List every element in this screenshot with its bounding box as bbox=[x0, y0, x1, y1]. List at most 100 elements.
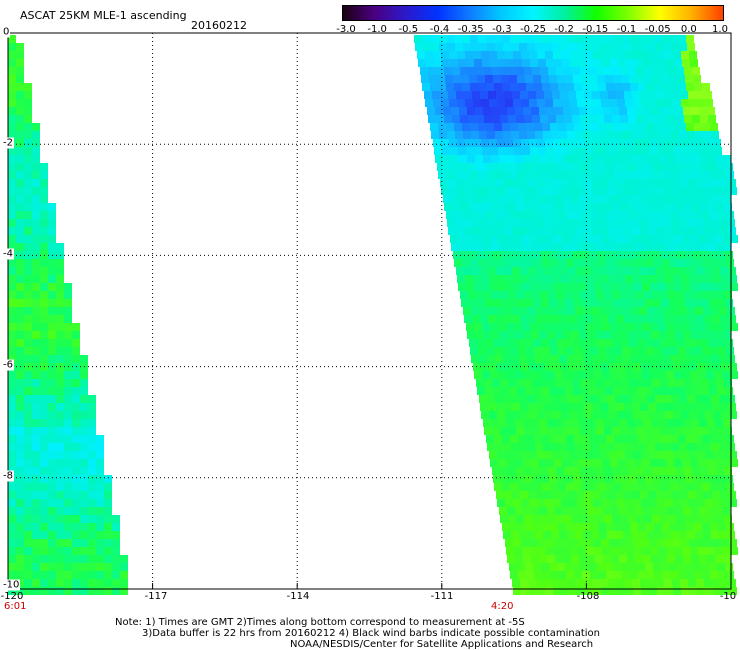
swath-cell bbox=[502, 211, 510, 219]
swath-cell bbox=[642, 147, 650, 155]
swath-cell bbox=[88, 395, 96, 403]
swath-cell bbox=[558, 483, 566, 491]
swath-cell bbox=[715, 555, 723, 563]
swath-cell bbox=[463, 43, 471, 51]
swath-cell bbox=[569, 51, 577, 59]
swath-cell bbox=[458, 147, 466, 155]
swath-cell bbox=[449, 99, 457, 107]
swath-cell bbox=[576, 491, 584, 499]
swath-cell bbox=[617, 275, 625, 283]
swath-cell bbox=[24, 99, 32, 107]
swath-cell bbox=[644, 67, 652, 75]
swath-cell bbox=[476, 379, 484, 387]
swath-cell bbox=[692, 115, 700, 123]
swath-cell bbox=[624, 315, 632, 323]
swath-cell bbox=[649, 139, 657, 147]
swath-cell bbox=[64, 403, 72, 411]
swath-cell bbox=[639, 443, 647, 451]
swath-cell bbox=[520, 91, 528, 99]
swath-cell bbox=[655, 355, 663, 363]
swath-cell bbox=[649, 499, 657, 507]
swath-cell bbox=[615, 307, 623, 315]
swath-cell bbox=[454, 35, 462, 43]
swath-cell bbox=[541, 387, 549, 395]
swath-cell bbox=[72, 563, 80, 571]
swath-cell bbox=[666, 283, 674, 291]
swath-cell bbox=[630, 35, 638, 43]
swath-cell bbox=[518, 571, 526, 579]
swath-cell bbox=[685, 75, 693, 83]
swath-cell bbox=[552, 91, 560, 99]
swath-cell bbox=[697, 411, 705, 419]
swath-cell bbox=[40, 523, 48, 531]
swath-cell bbox=[72, 491, 80, 499]
swath-cell bbox=[659, 507, 667, 515]
swath-cell bbox=[572, 115, 580, 123]
swath-cell bbox=[513, 99, 521, 107]
swath-cell bbox=[482, 147, 490, 155]
colorbar-tick-label: -0.35 bbox=[457, 24, 484, 35]
swath-cell bbox=[32, 435, 40, 443]
swath-cell bbox=[698, 235, 706, 243]
swath-cell bbox=[703, 443, 711, 451]
swath-cell bbox=[658, 547, 666, 555]
swath-cell bbox=[591, 531, 599, 539]
swath-cell bbox=[517, 563, 525, 571]
swath-cell bbox=[676, 291, 684, 299]
colorbar-tick-label: -0.25 bbox=[520, 24, 546, 35]
swath-cell bbox=[609, 139, 617, 147]
swath-cell bbox=[80, 563, 88, 571]
swath-cell bbox=[104, 579, 112, 587]
swath-cell bbox=[603, 195, 611, 203]
swath-cell bbox=[715, 331, 723, 339]
swath-cell bbox=[503, 131, 511, 139]
swath-cell bbox=[587, 419, 595, 427]
swath-cell bbox=[88, 403, 96, 411]
swath-cell bbox=[490, 283, 498, 291]
swath-cell bbox=[588, 203, 596, 211]
swath-cell bbox=[661, 163, 669, 171]
swath-cell bbox=[636, 427, 644, 435]
swath-cell bbox=[726, 523, 734, 531]
swath-cell bbox=[536, 315, 544, 323]
swath-cell bbox=[526, 523, 534, 531]
swath-cell bbox=[445, 75, 453, 83]
swath-cell bbox=[642, 323, 650, 331]
swath-cell bbox=[585, 539, 593, 547]
swath-cell bbox=[651, 507, 659, 515]
swath-cell bbox=[32, 547, 40, 555]
swath-cell bbox=[8, 59, 16, 67]
swath-cell bbox=[520, 179, 528, 187]
swath-cell bbox=[520, 267, 528, 275]
swath-cell bbox=[674, 547, 682, 555]
swath-cell bbox=[32, 403, 40, 411]
swath-cell bbox=[8, 451, 16, 459]
swath-cell bbox=[64, 283, 72, 291]
swath-cell bbox=[482, 59, 490, 67]
swath-cell bbox=[689, 51, 697, 59]
swath-cell bbox=[724, 515, 732, 523]
swath-cell bbox=[48, 531, 56, 539]
swath-cell bbox=[72, 411, 80, 419]
swath-cell bbox=[488, 179, 496, 187]
swath-cell bbox=[538, 59, 546, 67]
swath-cell bbox=[521, 587, 529, 595]
swath-cell bbox=[721, 187, 729, 195]
swath-cell bbox=[576, 579, 584, 587]
swath-cell bbox=[662, 35, 670, 43]
swath-cell bbox=[72, 347, 80, 355]
swath-cell bbox=[631, 355, 639, 363]
swath-cell bbox=[611, 155, 619, 163]
swath-cell bbox=[722, 283, 730, 291]
swath-cell bbox=[64, 555, 72, 563]
swath-cell bbox=[714, 323, 722, 331]
swath-cell bbox=[72, 539, 80, 547]
swath-cell bbox=[485, 299, 493, 307]
swath-cell bbox=[512, 579, 520, 587]
swath-cell bbox=[693, 387, 701, 395]
swath-cell bbox=[624, 491, 632, 499]
swath-cell bbox=[719, 307, 727, 315]
swath-cell bbox=[654, 259, 662, 267]
swath-cell bbox=[624, 403, 632, 411]
swath-cell bbox=[626, 547, 634, 555]
